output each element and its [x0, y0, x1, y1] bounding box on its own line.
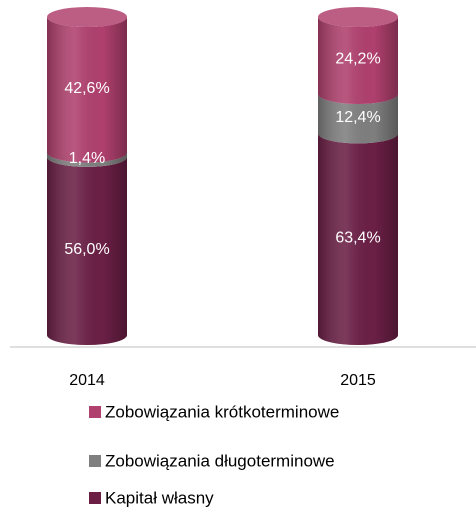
legend-label: Kapitał własny [105, 488, 214, 507]
cylinder-top [318, 7, 398, 27]
legend-label: Zobowiązania krótkoterminowe [105, 402, 339, 421]
legend-swatch [89, 492, 101, 504]
legend-swatch [89, 406, 101, 418]
x-tick-label: 2014 [69, 372, 105, 389]
x-tick-label: 2015 [340, 372, 376, 389]
value-label: 63,4% [335, 229, 380, 246]
cylinder-top [47, 7, 127, 27]
value-label: 12,4% [335, 109, 380, 126]
value-label: 56,0% [64, 241, 109, 258]
value-label: 1,4% [69, 150, 105, 167]
value-label: 42,6% [64, 80, 109, 97]
shading [318, 17, 398, 345]
legend-swatch [89, 455, 101, 467]
shading [47, 17, 127, 345]
legend-label: Zobowiązania długoterminowe [105, 451, 335, 470]
value-label: 24,2% [335, 51, 380, 68]
